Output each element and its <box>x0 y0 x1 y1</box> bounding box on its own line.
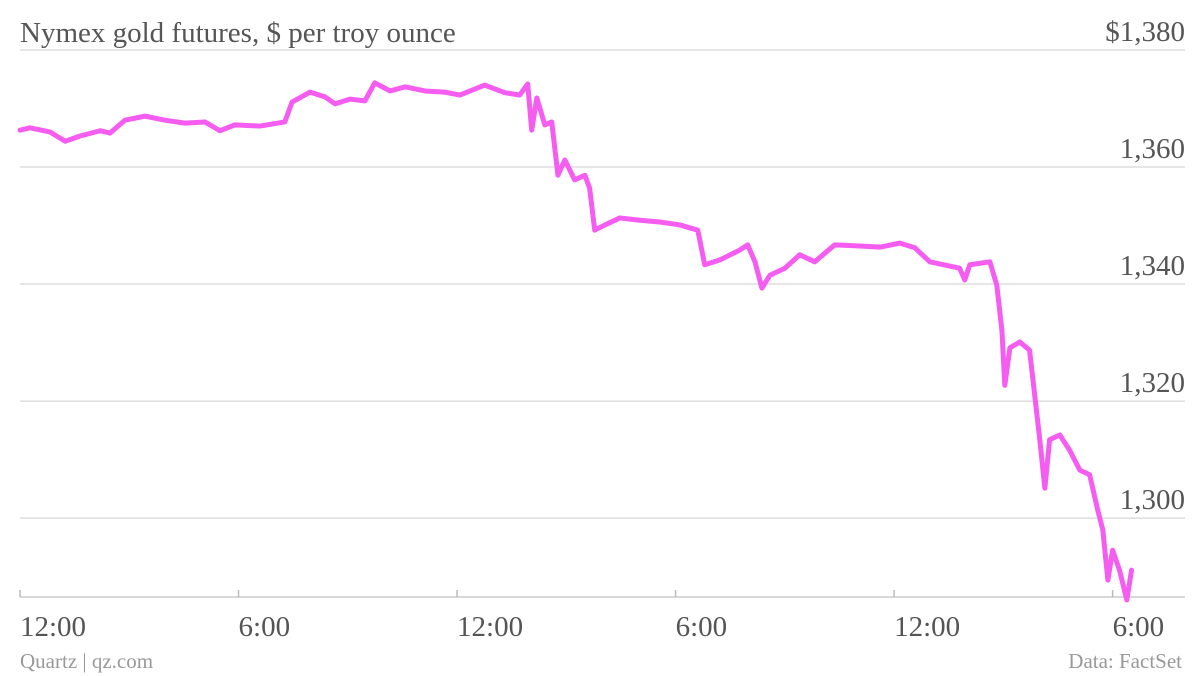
x-tick-label: 6:00 <box>1113 611 1165 643</box>
y-tick-label: 1,340 <box>1120 250 1185 282</box>
y-tick-label: 1,360 <box>1120 133 1185 165</box>
credit: Quartz | qz.com <box>20 649 153 673</box>
y-tick-label: 1,320 <box>1120 367 1185 399</box>
x-tick-label: 12:00 <box>457 611 523 643</box>
x-tick-label: 12:00 <box>20 611 86 643</box>
source: Data: FactSet <box>1068 649 1182 673</box>
price-line <box>17 80 1135 603</box>
y-tick-label: 1,300 <box>1120 484 1185 516</box>
chart-title: Nymex gold futures, $ per troy ounce <box>20 17 456 49</box>
x-tick-label: 12:00 <box>894 611 960 643</box>
x-tick-label: 6:00 <box>676 611 728 643</box>
x-tick-label: 6:00 <box>239 611 291 643</box>
y-tick-label: $1,380 <box>1105 16 1185 48</box>
